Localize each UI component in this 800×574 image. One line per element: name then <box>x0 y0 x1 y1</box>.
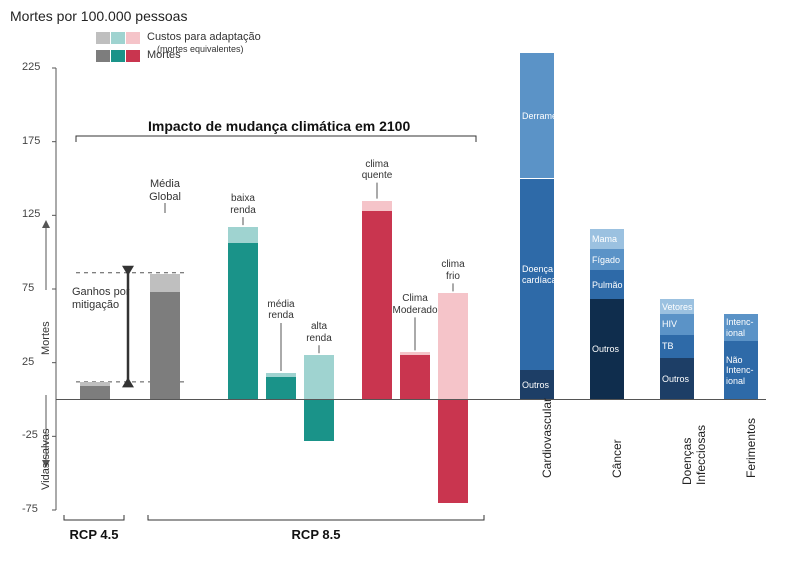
y-tick-label: 175 <box>22 135 40 148</box>
chart-subtitle: Impacto de mudança climática em 2100 <box>148 118 410 134</box>
bar-deaths-moderado <box>400 355 430 399</box>
bar-label-moderado: Clima Moderado <box>390 293 440 316</box>
bar-deaths-rcp45 <box>80 386 110 399</box>
seg-label: Mama <box>592 234 617 244</box>
seg-label: Outros <box>592 344 619 354</box>
seg-label: TB <box>662 341 674 351</box>
seg-label: Pulmão <box>592 280 623 290</box>
axis-label-salvas: Vidas salvas <box>40 428 53 490</box>
y-tick-label: -75 <box>22 503 38 516</box>
y-tick-label: 75 <box>22 282 34 295</box>
seg-label: HIV <box>662 319 677 329</box>
seg-label: Intenc- ional <box>726 317 754 338</box>
seg-label: Vetores <box>662 302 693 312</box>
legend-swatch <box>126 32 140 44</box>
label-media-global: Média Global <box>140 178 190 203</box>
legend-swatch <box>96 50 110 62</box>
seg-label: Doença cardíaca <box>522 264 557 285</box>
bar-label-frio: clima frio <box>428 259 478 282</box>
legend-swatch <box>111 32 125 44</box>
legend-swatch <box>126 50 140 62</box>
legend-swatch <box>111 50 125 62</box>
bar-label-alta: alta renda <box>294 321 344 344</box>
cat-cancer: Câncer <box>611 439 625 478</box>
seg-label: Outros <box>662 374 689 384</box>
chart-root: Mortes por 100.000 pessoas Impacto de mud… <box>0 0 800 574</box>
bar-deaths-media <box>266 377 296 399</box>
bar-deaths-quente <box>362 211 392 400</box>
cat-infec: Doenças Infecciosas <box>681 424 709 484</box>
bar-label-baixa: baixa renda <box>218 193 268 216</box>
bar-deaths-frio <box>438 400 468 503</box>
bar-deaths-global <box>150 292 180 400</box>
bar-deaths-baixa <box>228 243 258 399</box>
bracket-RCP8.5: RCP 8.5 <box>148 528 484 543</box>
bar-label-media: média renda <box>256 299 306 322</box>
y-tick-label: 125 <box>22 208 40 221</box>
bar-adapt-alta <box>304 355 334 399</box>
seg-label: Derrame <box>522 111 557 121</box>
axis-label-mortes: Mortes <box>40 321 53 355</box>
legend-label: Custos para adaptação <box>147 31 261 44</box>
seg-label: Fígado <box>592 255 620 265</box>
bar-deaths-alta <box>304 400 334 441</box>
bar-adapt-frio <box>438 293 468 399</box>
y-tick-label: 25 <box>22 356 34 369</box>
bracket-RCP4.5: RCP 4.5 <box>64 528 124 543</box>
chart-title: Mortes por 100.000 pessoas <box>10 8 187 24</box>
cat-ferim: Ferimentos <box>745 417 759 477</box>
label-mitigation: Ganhos por mitigação <box>72 286 129 311</box>
seg-label: Outros <box>522 380 549 390</box>
legend-swatch <box>96 32 110 44</box>
legend-label: Mortes <box>147 49 181 62</box>
bar-label-quente: clima quente <box>352 159 402 182</box>
seg-label: Não Intenc- ional <box>726 355 754 386</box>
y-tick-label: 225 <box>22 61 40 74</box>
cat-cardio: Cardiovascular <box>541 397 555 477</box>
y-tick-label: -25 <box>22 429 38 442</box>
